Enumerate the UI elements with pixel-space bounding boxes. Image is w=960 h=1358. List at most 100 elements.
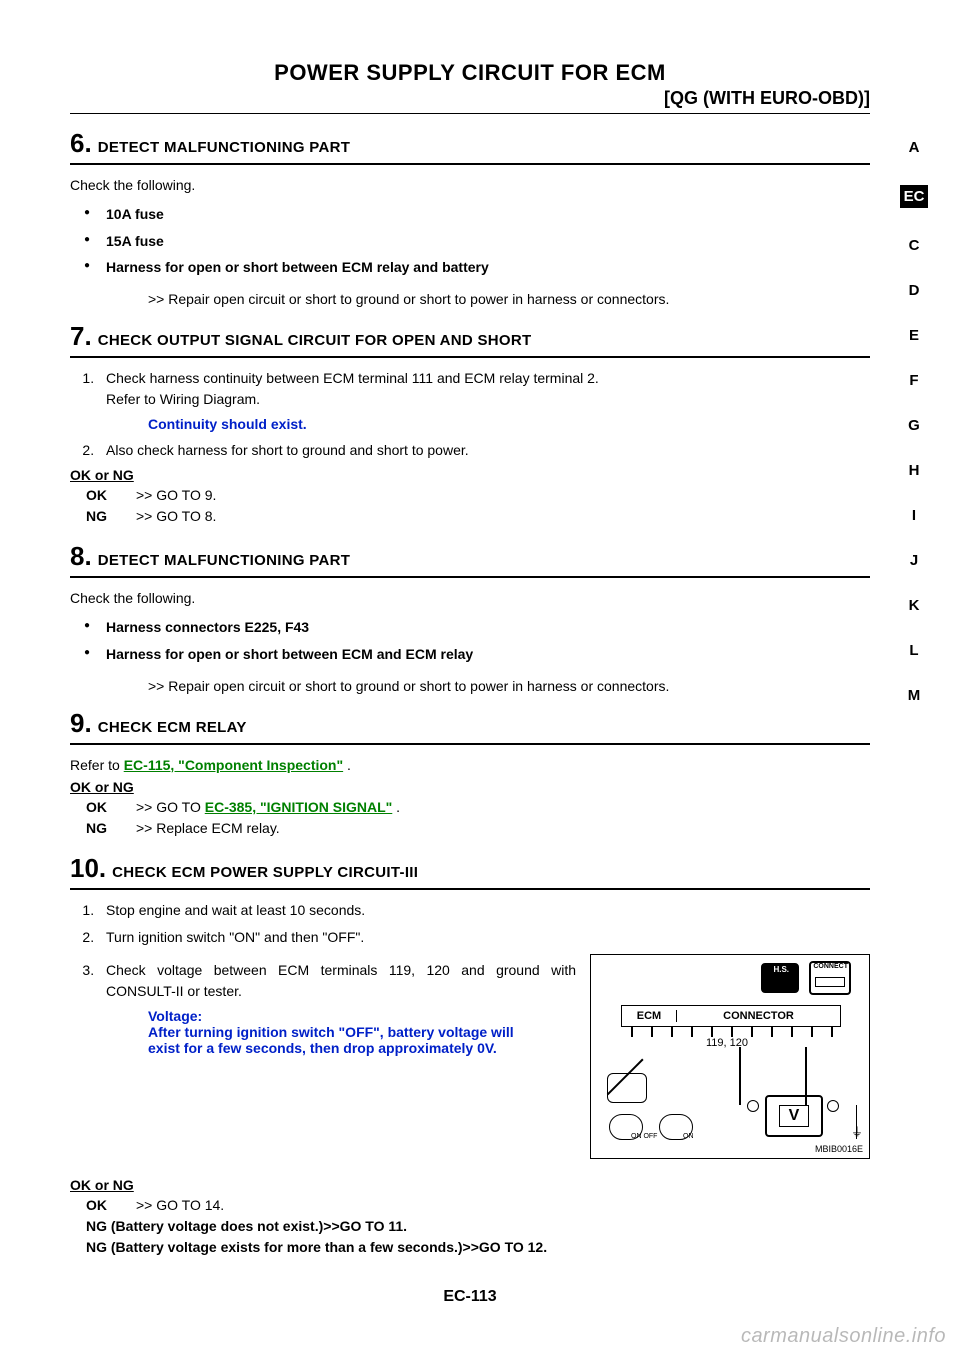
step-9-title: CHECK ECM RELAY [98,719,247,736]
ok-text: >> GO TO 9. [136,487,216,503]
probe-icon [827,1100,839,1112]
page-number: EC-113 [70,1288,870,1306]
tab-i[interactable]: I [900,508,928,523]
list-item: Stop engine and wait at least 10 seconds… [98,900,870,921]
hs-label: H.S. [773,965,789,974]
branch-ok: OK>> GO TO 9. [86,485,870,506]
branch-ng1: NG (Battery voltage does not exist.)>>GO… [86,1216,870,1237]
step-10-head: 10. CHECK ECM POWER SUPPLY CIRCUIT-III [70,853,870,884]
ng-text: >> GO TO 8. [136,508,216,524]
ng1-text: NG (Battery voltage does not exist.)>>GO… [86,1218,407,1234]
ecm-label: ECM [622,1010,677,1022]
step-6-bullets: 10A fuse 15A fuse Harness for open or sh… [70,201,870,281]
list-item: 15A fuse [88,228,870,255]
tab-h[interactable]: H [900,463,928,478]
text: . [392,799,400,815]
branch-ng: NG>> GO TO 8. [86,506,870,527]
ng2-text: NG (Battery voltage exists for more than… [86,1239,547,1255]
switch-label: ON OFF [631,1133,657,1140]
ok-text: >> GO TO 14. [136,1197,224,1213]
page-title: POWER SUPPLY CIRCUIT FOR ECM [70,60,870,86]
step-6-head: 6. DETECT MALFUNCTIONING PART [70,128,870,159]
text: Refer to Wiring Diagram. [106,389,870,410]
voltmeter-label: V [779,1105,809,1127]
step-6-action: >> Repair open circuit or short to groun… [148,291,870,307]
tab-d[interactable]: D [900,283,928,298]
okng-label: OK or NG [70,1177,870,1193]
step-8-title: DETECT MALFUNCTIONING PART [98,552,351,569]
divider [70,576,870,578]
step-7-title: CHECK OUTPUT SIGNAL CIRCUIT FOR OPEN AND… [98,332,532,349]
list-item: Also check harness for short to ground a… [98,440,870,461]
pins-label: 119, 120 [706,1037,748,1049]
branch-ng2: NG (Battery voltage exists for more than… [86,1237,870,1258]
tab-a[interactable]: A [900,140,928,155]
ecm-connector-bar: ECM CONNECTOR [621,1005,841,1027]
step-8-number: 8. [70,541,92,572]
page-subtitle: [QG (WITH EURO-OBD)] [70,88,870,109]
step-8-bullets: Harness connectors E225, F43 Harness for… [70,614,870,667]
diagram-code: MBIB0016E [815,1144,863,1154]
tab-e[interactable]: E [900,328,928,343]
wiring-diagram: H.S. CONNECT ECM CONNECTOR 119, 120 V ⏚ … [590,954,870,1159]
ng-label: NG [86,506,136,527]
tab-k[interactable]: K [900,598,928,613]
step-7-head: 7. CHECK OUTPUT SIGNAL CIRCUIT FOR OPEN … [70,321,870,352]
tab-f[interactable]: F [900,373,928,388]
branch-ng: NG>> Replace ECM relay. [86,818,870,839]
step-6-title: DETECT MALFUNCTIONING PART [98,139,351,156]
ng-label: NG [86,818,136,839]
connect-label: CONNECT [813,963,848,970]
step-8-head: 8. DETECT MALFUNCTIONING PART [70,541,870,572]
switch-label: ON [683,1133,694,1140]
component-inspection-link[interactable]: EC-115, "Component Inspection" [124,757,343,773]
tab-g[interactable]: G [900,418,928,433]
step-9-number: 9. [70,708,92,739]
list-item: Turn ignition switch "ON" and then "OFF"… [98,927,870,948]
step-9-branches: OK>> GO TO EC-385, "IGNITION SIGNAL" . N… [86,797,870,839]
ok-label: OK [86,485,136,506]
voltmeter-icon: V [765,1095,823,1137]
ignition-signal-link[interactable]: EC-385, "IGNITION SIGNAL" [205,799,393,815]
list-item: Harness for open or short between ECM an… [88,641,870,668]
step-10-list-3: Check voltage between ECM terminals 119,… [70,960,576,1002]
text: Check harness continuity between ECM ter… [106,370,599,386]
branch-ok: OK>> GO TO 14. [86,1195,870,1216]
list-item: Check voltage between ECM terminals 119,… [98,960,576,1002]
step-7-list: Check harness continuity between ECM ter… [70,368,870,410]
section-index-tabs: A EC C D E F G H I J K L M [900,140,928,703]
step-9-head: 9. CHECK ECM RELAY [70,708,870,739]
tab-j[interactable]: J [900,553,928,568]
divider [70,743,870,745]
engine-off-icon [607,1073,647,1103]
list-item: Harness connectors E225, F43 [88,614,870,641]
ng-text: >> Replace ECM relay. [136,820,280,836]
list-item: Harness for open or short between ECM re… [88,254,870,281]
step-10-number: 10. [70,853,106,884]
step-6-number: 6. [70,128,92,159]
ground-icon: ⏚ [851,1123,863,1140]
connector-teeth-icon [815,977,845,987]
list-item: 10A fuse [88,201,870,228]
wire [739,1047,741,1105]
text: Refer to [70,757,124,773]
probe-icon [747,1100,759,1112]
divider [70,163,870,165]
step-10-branches: OK>> GO TO 14. NG (Battery voltage does … [86,1195,870,1258]
watermark: carmanualsonline.info [741,1325,946,1348]
divider [70,356,870,358]
step-7-list-2: Also check harness for short to ground a… [70,440,870,461]
step-9-refer: Refer to EC-115, "Component Inspection" … [70,755,870,775]
voltage-label: Voltage: [148,1008,236,1024]
step-10-list: Stop engine and wait at least 10 seconds… [70,900,870,948]
step-10-voltage-spec: Voltage: After turning ignition switch "… [148,1008,576,1056]
tab-ec[interactable]: EC [900,185,928,208]
tab-c[interactable]: C [900,238,928,253]
tab-m[interactable]: M [900,688,928,703]
tab-l[interactable]: L [900,643,928,658]
text: . [343,757,351,773]
okng-label: OK or NG [70,467,870,483]
step-8-action: >> Repair open circuit or short to groun… [148,678,870,694]
okng-label: OK or NG [70,779,870,795]
divider [70,113,870,114]
